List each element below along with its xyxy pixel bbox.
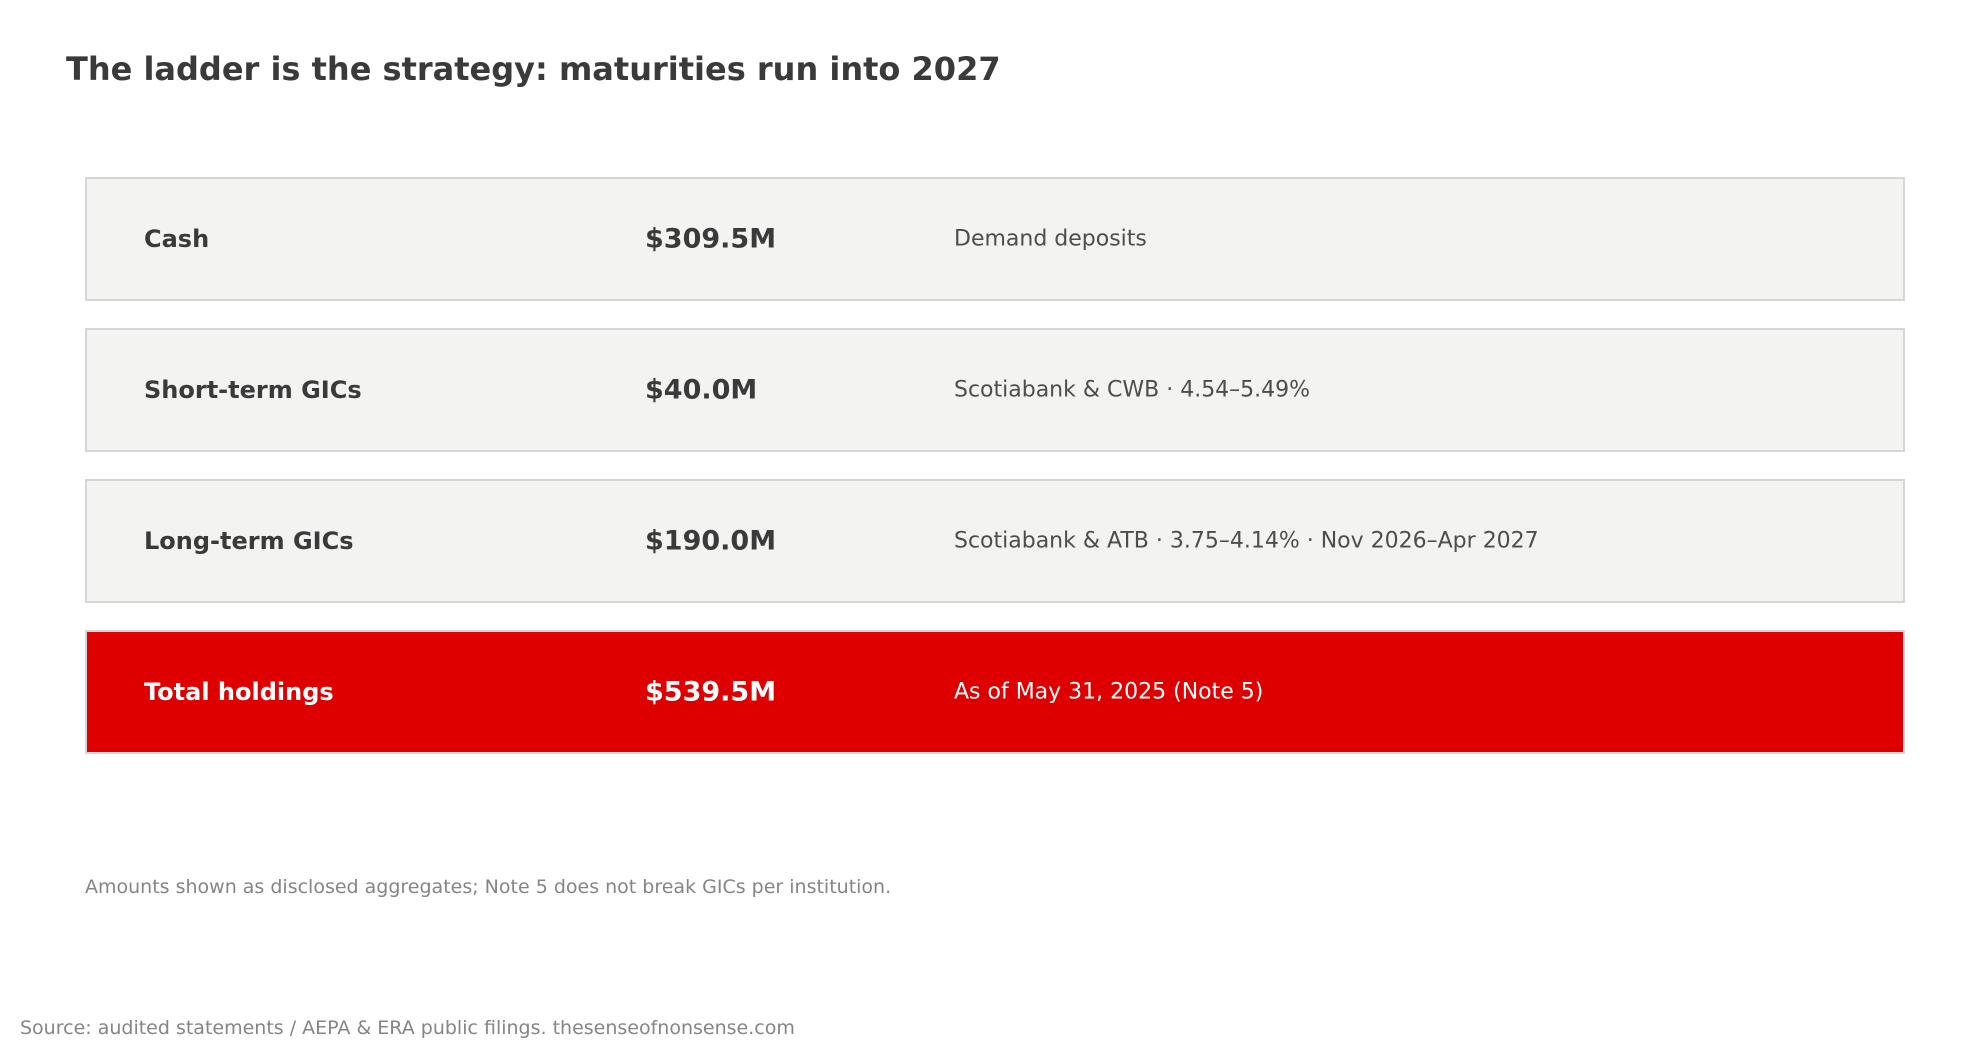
holdings-row-long-term-gics: Long-term GICs $190.0M Scotiabank & ATB … bbox=[85, 479, 1905, 603]
row-amount: $309.5M bbox=[645, 223, 777, 255]
row-amount: $190.0M bbox=[645, 525, 777, 557]
row-label: Short-term GICs bbox=[144, 376, 362, 404]
page-title: The ladder is the strategy: maturities r… bbox=[66, 50, 1001, 88]
row-amount: $539.5M bbox=[645, 676, 777, 708]
footnote: Amounts shown as disclosed aggregates; N… bbox=[85, 876, 892, 898]
row-detail: Demand deposits bbox=[954, 226, 1147, 252]
holdings-table: Cash $309.5M Demand deposits Short-term … bbox=[85, 177, 1905, 781]
row-label: Total holdings bbox=[144, 678, 334, 706]
holdings-row-cash: Cash $309.5M Demand deposits bbox=[85, 177, 1905, 301]
row-amount: $40.0M bbox=[645, 374, 758, 406]
holdings-row-total: Total holdings $539.5M As of May 31, 202… bbox=[85, 630, 1905, 754]
row-detail: Scotiabank & ATB · 3.75–4.14% · Nov 2026… bbox=[954, 528, 1539, 554]
holdings-row-short-term-gics: Short-term GICs $40.0M Scotiabank & CWB … bbox=[85, 328, 1905, 452]
source-credit: Source: audited statements / AEPA & ERA … bbox=[20, 1017, 795, 1039]
row-detail: As of May 31, 2025 (Note 5) bbox=[954, 679, 1264, 705]
row-label: Long-term GICs bbox=[144, 527, 354, 555]
row-detail: Scotiabank & CWB · 4.54–5.49% bbox=[954, 377, 1311, 403]
row-label: Cash bbox=[144, 225, 210, 253]
